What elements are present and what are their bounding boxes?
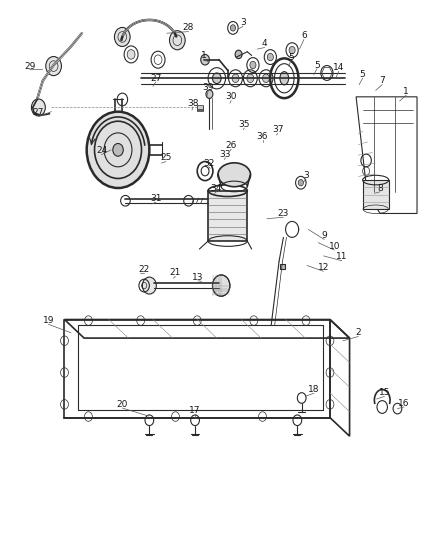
Text: 33: 33 — [220, 150, 231, 159]
Text: 36: 36 — [257, 132, 268, 141]
Text: 20: 20 — [117, 400, 128, 409]
Circle shape — [289, 46, 295, 54]
Circle shape — [212, 73, 221, 84]
Text: 21: 21 — [170, 268, 181, 277]
Text: 30: 30 — [226, 92, 237, 101]
Text: 26: 26 — [226, 141, 237, 150]
Text: 27: 27 — [33, 108, 44, 117]
Text: 6: 6 — [301, 31, 307, 41]
Text: 2: 2 — [356, 328, 361, 337]
Bar — [208, 191, 247, 241]
Ellipse shape — [280, 71, 289, 85]
Text: 4: 4 — [262, 39, 268, 49]
Text: 12: 12 — [318, 263, 329, 272]
Circle shape — [212, 275, 230, 296]
Bar — [197, 107, 203, 111]
Text: 17: 17 — [189, 406, 201, 415]
Text: 3: 3 — [303, 171, 309, 180]
Text: 11: 11 — [336, 253, 347, 262]
Circle shape — [142, 277, 156, 294]
Circle shape — [247, 74, 254, 83]
Text: 18: 18 — [308, 385, 320, 394]
Text: 14: 14 — [333, 63, 344, 72]
Circle shape — [235, 50, 242, 59]
Text: 31: 31 — [150, 194, 162, 203]
Text: 1: 1 — [403, 87, 409, 96]
Circle shape — [206, 90, 213, 99]
Text: 1: 1 — [201, 51, 207, 60]
Text: 38: 38 — [187, 99, 199, 108]
Text: 25: 25 — [160, 154, 172, 163]
Text: 35: 35 — [239, 120, 250, 129]
Circle shape — [201, 54, 209, 65]
Text: 39: 39 — [202, 83, 214, 92]
Circle shape — [262, 74, 269, 83]
Circle shape — [32, 99, 46, 116]
Circle shape — [113, 143, 123, 156]
Text: 7: 7 — [379, 76, 385, 85]
Bar — [280, 264, 285, 269]
Circle shape — [298, 180, 304, 186]
Text: 29: 29 — [24, 62, 35, 70]
Text: 24: 24 — [96, 147, 107, 156]
Circle shape — [170, 31, 185, 50]
Text: 9: 9 — [321, 231, 327, 240]
Text: 22: 22 — [138, 265, 150, 273]
Text: 3: 3 — [240, 18, 246, 27]
Circle shape — [87, 112, 149, 188]
Text: 19: 19 — [42, 316, 54, 325]
Text: 23: 23 — [278, 209, 289, 218]
Circle shape — [230, 25, 236, 31]
Text: 27: 27 — [150, 74, 162, 83]
Bar — [363, 180, 389, 209]
Text: 32: 32 — [203, 159, 214, 167]
Ellipse shape — [218, 163, 251, 187]
Text: 28: 28 — [183, 23, 194, 33]
Circle shape — [250, 61, 256, 69]
Text: 8: 8 — [377, 183, 383, 192]
Bar — [197, 106, 203, 110]
Text: 15: 15 — [378, 388, 390, 397]
Bar — [197, 105, 203, 109]
Circle shape — [232, 74, 239, 83]
Circle shape — [114, 27, 130, 46]
Text: 16: 16 — [398, 399, 410, 408]
Circle shape — [46, 56, 61, 76]
Circle shape — [127, 50, 135, 59]
Text: 10: 10 — [328, 242, 340, 251]
Circle shape — [267, 53, 273, 61]
Text: 5: 5 — [314, 61, 320, 69]
Text: 5: 5 — [360, 70, 365, 79]
Text: 5: 5 — [288, 53, 294, 62]
Text: 34: 34 — [211, 183, 222, 192]
Text: 37: 37 — [272, 125, 283, 134]
Text: 13: 13 — [192, 272, 204, 281]
